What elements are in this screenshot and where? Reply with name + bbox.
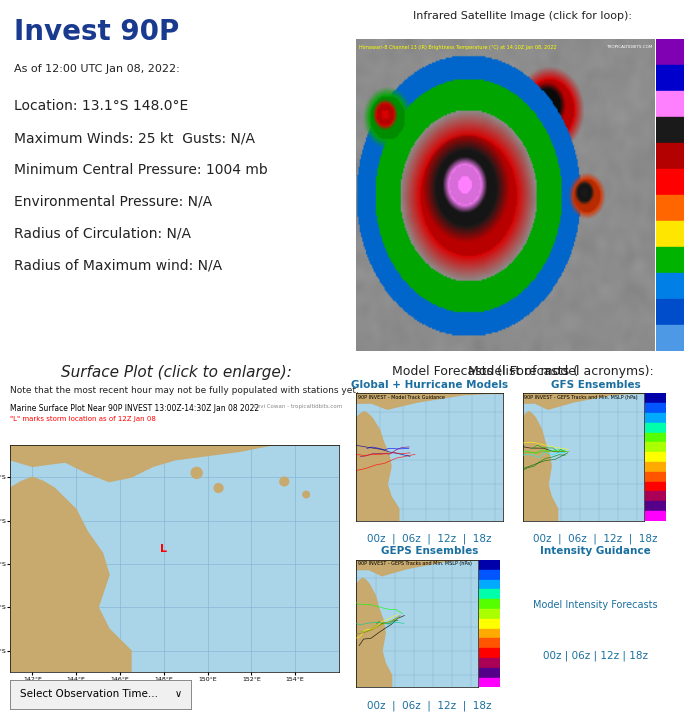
Polygon shape (10, 445, 339, 482)
Bar (645, 511, 666, 521)
Bar (645, 413, 666, 423)
Text: Infrared Satellite Image (click for loop):: Infrared Satellite Image (click for loop… (413, 11, 632, 21)
Text: Surface Plot (click to enlarge):: Surface Plot (click to enlarge): (61, 365, 292, 380)
Bar (479, 619, 500, 628)
Text: 00z | 06z | 12z | 18z: 00z | 06z | 12z | 18z (543, 650, 648, 661)
Bar (479, 649, 500, 658)
Text: Note that the most recent hour may not be fully populated with stations yet.: Note that the most recent hour may not b… (10, 386, 359, 395)
Bar (479, 628, 500, 638)
Polygon shape (356, 393, 503, 409)
Text: As of 12:00 UTC Jan 08, 2022:: As of 12:00 UTC Jan 08, 2022: (14, 64, 180, 74)
Bar (656, 299, 684, 325)
Polygon shape (356, 560, 477, 576)
Bar (645, 432, 666, 442)
Text: 90P INVEST - Model Track Guidance: 90P INVEST - Model Track Guidance (358, 395, 445, 400)
Text: Model Forecasts (: Model Forecasts ( (468, 365, 577, 378)
Polygon shape (523, 411, 558, 521)
Text: 90P INVEST - GEFS Tracks and Min. MSLP (hPa): 90P INVEST - GEFS Tracks and Min. MSLP (… (524, 395, 637, 400)
Bar (645, 403, 666, 413)
Bar (645, 482, 666, 492)
Bar (656, 168, 684, 194)
Text: 00z  |  06z  |  12z  |  18z: 00z | 06z | 12z | 18z (367, 701, 492, 711)
Text: Global + Hurricane Models: Global + Hurricane Models (351, 380, 508, 390)
Text: GEPS Ensembles: GEPS Ensembles (381, 547, 478, 556)
Text: TROPICALTIDBITS.COM: TROPICALTIDBITS.COM (606, 45, 652, 49)
Bar (645, 442, 666, 453)
Bar (479, 668, 500, 677)
Text: Maximum Winds: 25 kt  Gusts: N/A: Maximum Winds: 25 kt Gusts: N/A (14, 132, 254, 145)
Bar (479, 609, 500, 619)
Text: Intensity Guidance: Intensity Guidance (540, 547, 651, 556)
Bar (656, 91, 684, 117)
Bar (479, 580, 500, 589)
Bar (479, 599, 500, 609)
Text: Select Observation Time...: Select Observation Time... (20, 689, 157, 699)
Text: Himawari-8 Channel 13 (IR) Brightness Temperature (°C) at 14:10Z Jan 08, 2022: Himawari-8 Channel 13 (IR) Brightness Te… (359, 45, 556, 50)
Text: 90P INVEST - GEPS Tracks and Min. MSLP (hPa): 90P INVEST - GEPS Tracks and Min. MSLP (… (358, 561, 472, 566)
Text: Location: 13.1°S 148.0°E: Location: 13.1°S 148.0°E (14, 99, 188, 114)
Bar (479, 638, 500, 649)
Bar (645, 472, 666, 482)
Bar (645, 501, 666, 511)
Bar (645, 423, 666, 432)
Bar (656, 273, 684, 299)
Bar (645, 453, 666, 462)
Text: Radius of Circulation: N/A: Radius of Circulation: N/A (14, 227, 191, 241)
Bar (656, 39, 684, 65)
Text: Invest 90P: Invest 90P (14, 18, 179, 46)
Bar (645, 462, 666, 472)
Text: ∨: ∨ (175, 689, 182, 699)
Bar (656, 325, 684, 351)
Text: Environmental Pressure: N/A: Environmental Pressure: N/A (14, 195, 212, 209)
Bar (479, 658, 500, 668)
Bar (656, 221, 684, 247)
Text: "L" marks storm location as of 12Z Jan 08: "L" marks storm location as of 12Z Jan 0… (10, 416, 157, 422)
Bar (656, 65, 684, 91)
Text: L: L (160, 544, 167, 554)
Bar (656, 247, 684, 273)
Bar (479, 570, 500, 580)
Bar (645, 393, 666, 403)
Text: Model Intensity Forecasts: Model Intensity Forecasts (533, 599, 658, 609)
Polygon shape (10, 477, 131, 672)
Bar (479, 560, 500, 570)
Circle shape (280, 477, 289, 486)
Text: 00z  |  06z  |  12z  |  18z: 00z | 06z | 12z | 18z (367, 534, 492, 544)
Text: Minimum Central Pressure: 1004 mb: Minimum Central Pressure: 1004 mb (14, 163, 268, 177)
Text: Model Forecasts (list of model acronyms):: Model Forecasts (list of model acronyms)… (391, 365, 654, 378)
Bar (656, 143, 684, 168)
Text: 00z  |  06z  |  12z  |  18z: 00z | 06z | 12z | 18z (533, 534, 658, 544)
Circle shape (303, 492, 310, 497)
Bar (645, 492, 666, 501)
Bar (479, 677, 500, 688)
Text: Levi Cowan - tropicaltidbits.com: Levi Cowan - tropicaltidbits.com (254, 404, 343, 409)
Circle shape (192, 467, 202, 479)
Text: Radius of Maximum wind: N/A: Radius of Maximum wind: N/A (14, 259, 222, 273)
Polygon shape (523, 393, 644, 409)
Text: GFS Ensembles: GFS Ensembles (551, 380, 640, 390)
Circle shape (214, 484, 223, 492)
Polygon shape (356, 578, 391, 688)
Bar (479, 589, 500, 599)
Text: Marine Surface Plot Near 90P INVEST 13:00Z-14:30Z Jan 08 2022: Marine Surface Plot Near 90P INVEST 13:0… (10, 404, 259, 413)
Polygon shape (356, 411, 398, 521)
Bar (656, 194, 684, 221)
Bar (656, 117, 684, 143)
